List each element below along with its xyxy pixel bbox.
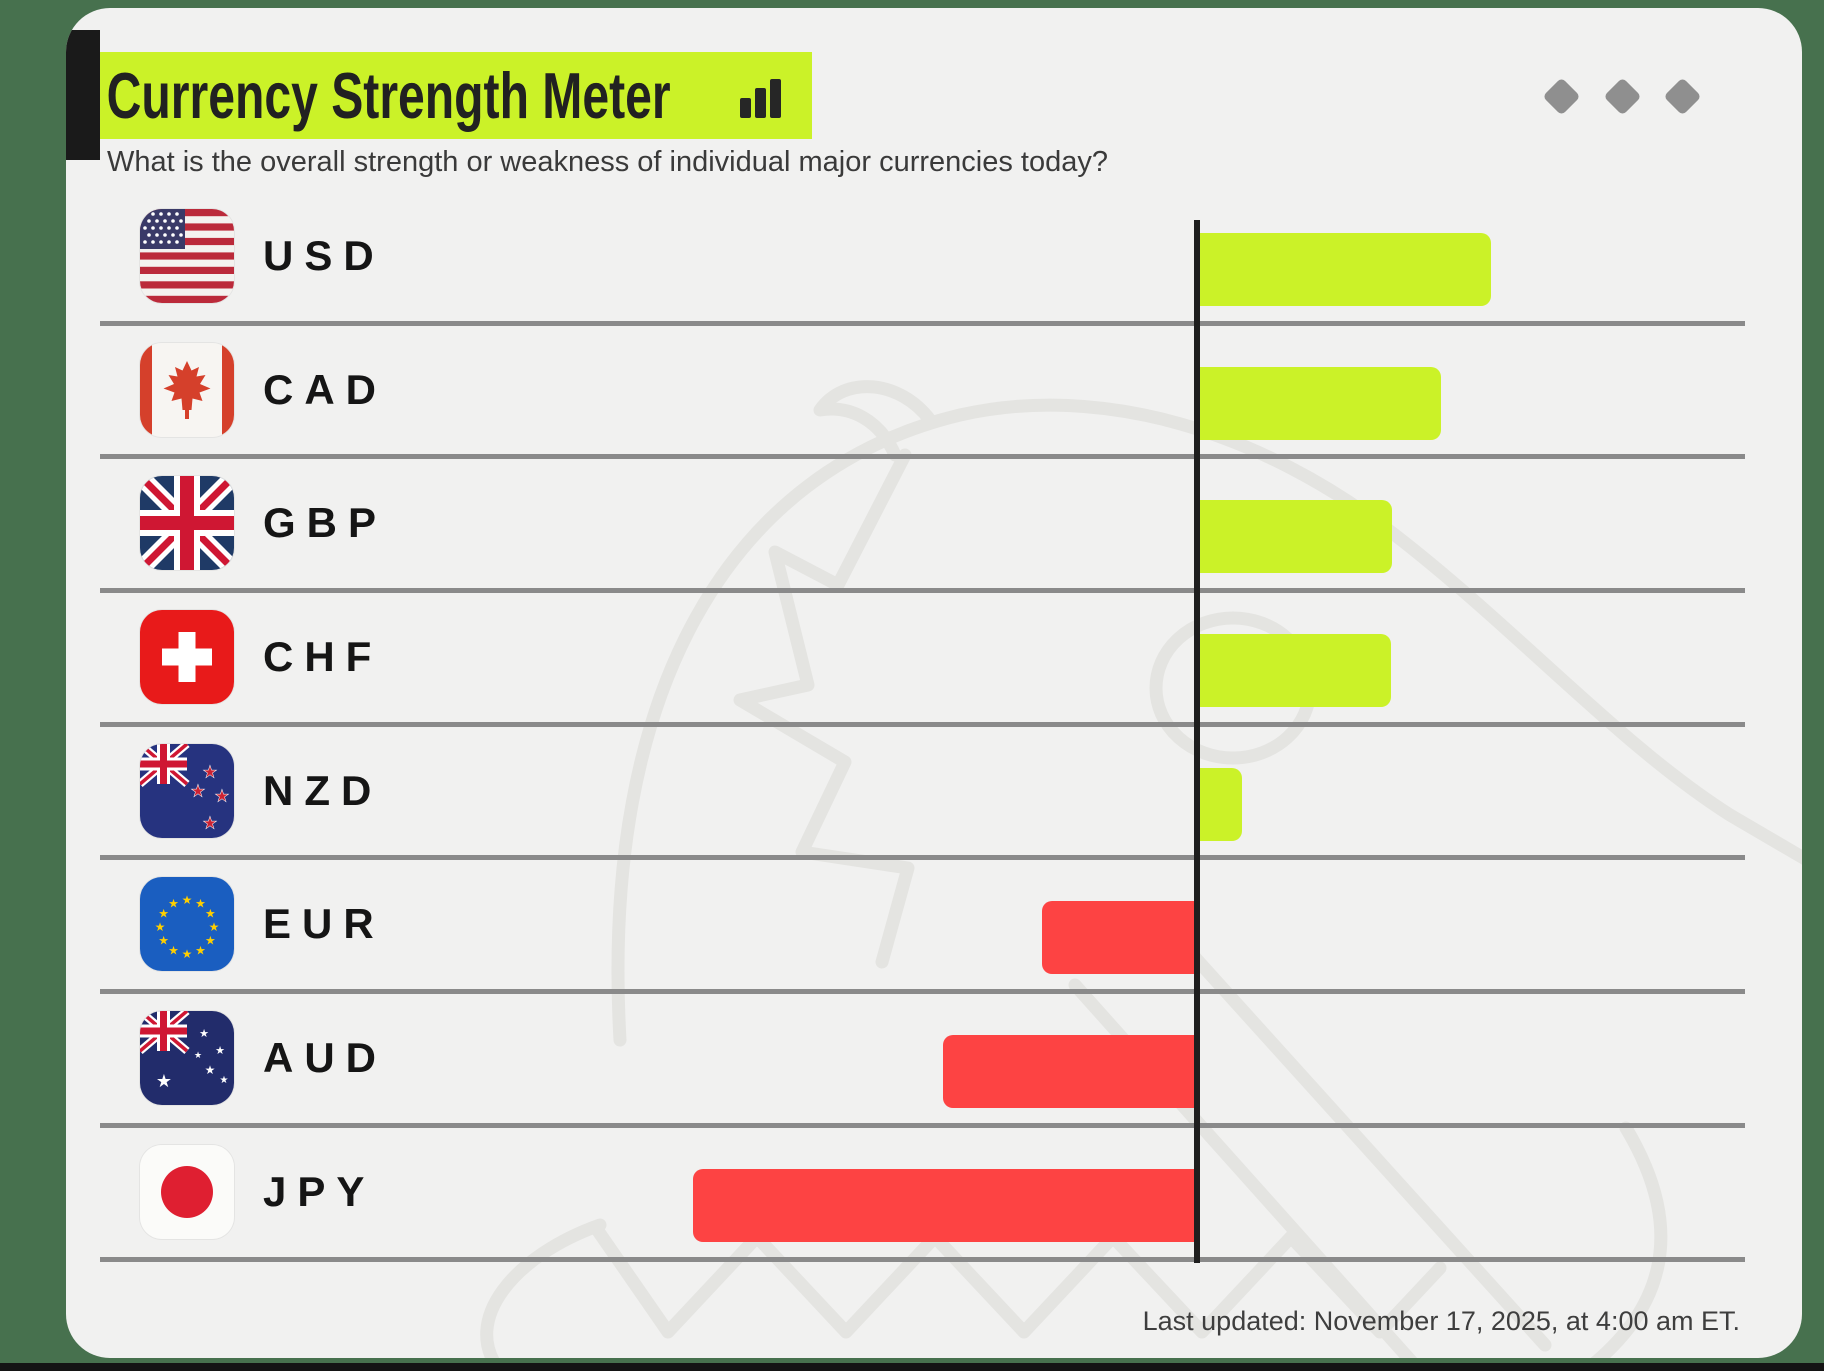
infographic-card: Currency Strength Meter What is the over… bbox=[66, 8, 1802, 1358]
flag-gbp-icon bbox=[140, 476, 234, 571]
diamond-icon bbox=[1542, 77, 1581, 116]
strength-bar-cad bbox=[1199, 366, 1441, 440]
title-highlight: Currency Strength Meter bbox=[100, 52, 812, 139]
page-subtitle: What is the overall strength or weakness… bbox=[107, 146, 1108, 178]
currency-code: CAD bbox=[263, 365, 387, 413]
strength-bar-eur bbox=[1042, 901, 1195, 975]
svg-text:★: ★ bbox=[155, 920, 166, 934]
svg-text:★: ★ bbox=[158, 934, 169, 948]
svg-text:★: ★ bbox=[156, 1071, 172, 1092]
strength-bar-nzd bbox=[1199, 767, 1242, 841]
currency-row-gbp: GBP bbox=[66, 459, 1802, 594]
currency-row-eur: ★ ★ ★ ★ ★ ★ ★ ★ ★ ★ ★ ★ EUR bbox=[66, 860, 1802, 995]
currency-row-chf: CHF bbox=[66, 593, 1802, 727]
svg-text:★: ★ bbox=[199, 1027, 209, 1040]
decorative-diamonds bbox=[1542, 77, 1748, 116]
svg-text:★: ★ bbox=[158, 907, 169, 921]
bar-chart-icon bbox=[740, 79, 781, 118]
zero-baseline bbox=[1194, 220, 1200, 1263]
row-separator bbox=[100, 721, 1745, 727]
flag-nzd-icon: ★ ★ ★ ★ bbox=[140, 743, 234, 838]
currency-code: CHF bbox=[263, 633, 383, 681]
currency-code: USD bbox=[263, 232, 385, 279]
flag-chf-icon bbox=[140, 610, 234, 705]
svg-text:★: ★ bbox=[182, 893, 193, 907]
svg-text:★: ★ bbox=[215, 1044, 225, 1057]
flag-aud-icon: ★ ★ ★ ★ ★ ★ bbox=[140, 1011, 234, 1106]
svg-text:★: ★ bbox=[191, 782, 204, 800]
flag-cad-icon bbox=[140, 342, 234, 437]
row-separator bbox=[100, 1122, 1745, 1128]
page-title: Currency Strength Meter bbox=[106, 59, 671, 132]
svg-text:★: ★ bbox=[182, 947, 193, 961]
currency-row-usd: USD bbox=[66, 192, 1802, 326]
flag-usd-icon bbox=[140, 209, 234, 303]
strength-bar-jpy bbox=[693, 1168, 1195, 1242]
row-separator bbox=[100, 320, 1745, 326]
currency-code: EUR bbox=[263, 900, 385, 948]
svg-text:★: ★ bbox=[205, 907, 216, 921]
flag-jpy-icon bbox=[140, 1144, 234, 1239]
currency-strength-chart: USD CAD bbox=[66, 192, 1802, 1262]
strength-bar-aud bbox=[943, 1035, 1195, 1109]
diamond-icon bbox=[1603, 77, 1642, 116]
strength-bar-usd bbox=[1199, 233, 1491, 306]
strength-bar-chf bbox=[1199, 634, 1391, 708]
corner-bookmark-accent bbox=[66, 30, 100, 160]
svg-text:★: ★ bbox=[209, 920, 220, 934]
currency-code: NZD bbox=[263, 766, 383, 814]
row-separator bbox=[100, 1256, 1745, 1262]
strength-bar-gbp bbox=[1199, 500, 1392, 574]
svg-text:★: ★ bbox=[203, 814, 216, 832]
svg-text:★: ★ bbox=[220, 1075, 229, 1086]
flag-eur-icon: ★ ★ ★ ★ ★ ★ ★ ★ ★ ★ ★ ★ bbox=[140, 877, 234, 972]
currency-code: AUD bbox=[263, 1034, 387, 1082]
svg-text:★: ★ bbox=[195, 944, 206, 958]
bottom-accent-strip bbox=[0, 1363, 1824, 1371]
currency-row-cad: CAD bbox=[66, 326, 1802, 460]
last-updated-text: Last updated: November 17, 2025, at 4:00… bbox=[1142, 1306, 1740, 1336]
currency-code: JPY bbox=[263, 1167, 376, 1215]
svg-text:★: ★ bbox=[168, 944, 179, 958]
svg-text:★: ★ bbox=[205, 1063, 216, 1077]
row-separator bbox=[100, 989, 1745, 995]
currency-code: GBP bbox=[263, 499, 388, 547]
currency-row-aud: ★ ★ ★ ★ ★ ★ AUD bbox=[66, 994, 1802, 1128]
currency-row-nzd: ★ ★ ★ ★ NZD bbox=[66, 727, 1802, 861]
svg-text:★: ★ bbox=[203, 763, 216, 781]
svg-text:★: ★ bbox=[205, 934, 216, 948]
svg-text:★: ★ bbox=[215, 787, 228, 805]
svg-text:★: ★ bbox=[195, 897, 206, 911]
currency-row-jpy: JPY bbox=[66, 1128, 1802, 1262]
row-separator bbox=[100, 588, 1745, 594]
svg-text:★: ★ bbox=[194, 1051, 202, 1061]
svg-text:★: ★ bbox=[168, 897, 179, 911]
row-separator bbox=[100, 454, 1745, 460]
row-separator bbox=[100, 855, 1745, 861]
diamond-icon bbox=[1663, 77, 1702, 116]
